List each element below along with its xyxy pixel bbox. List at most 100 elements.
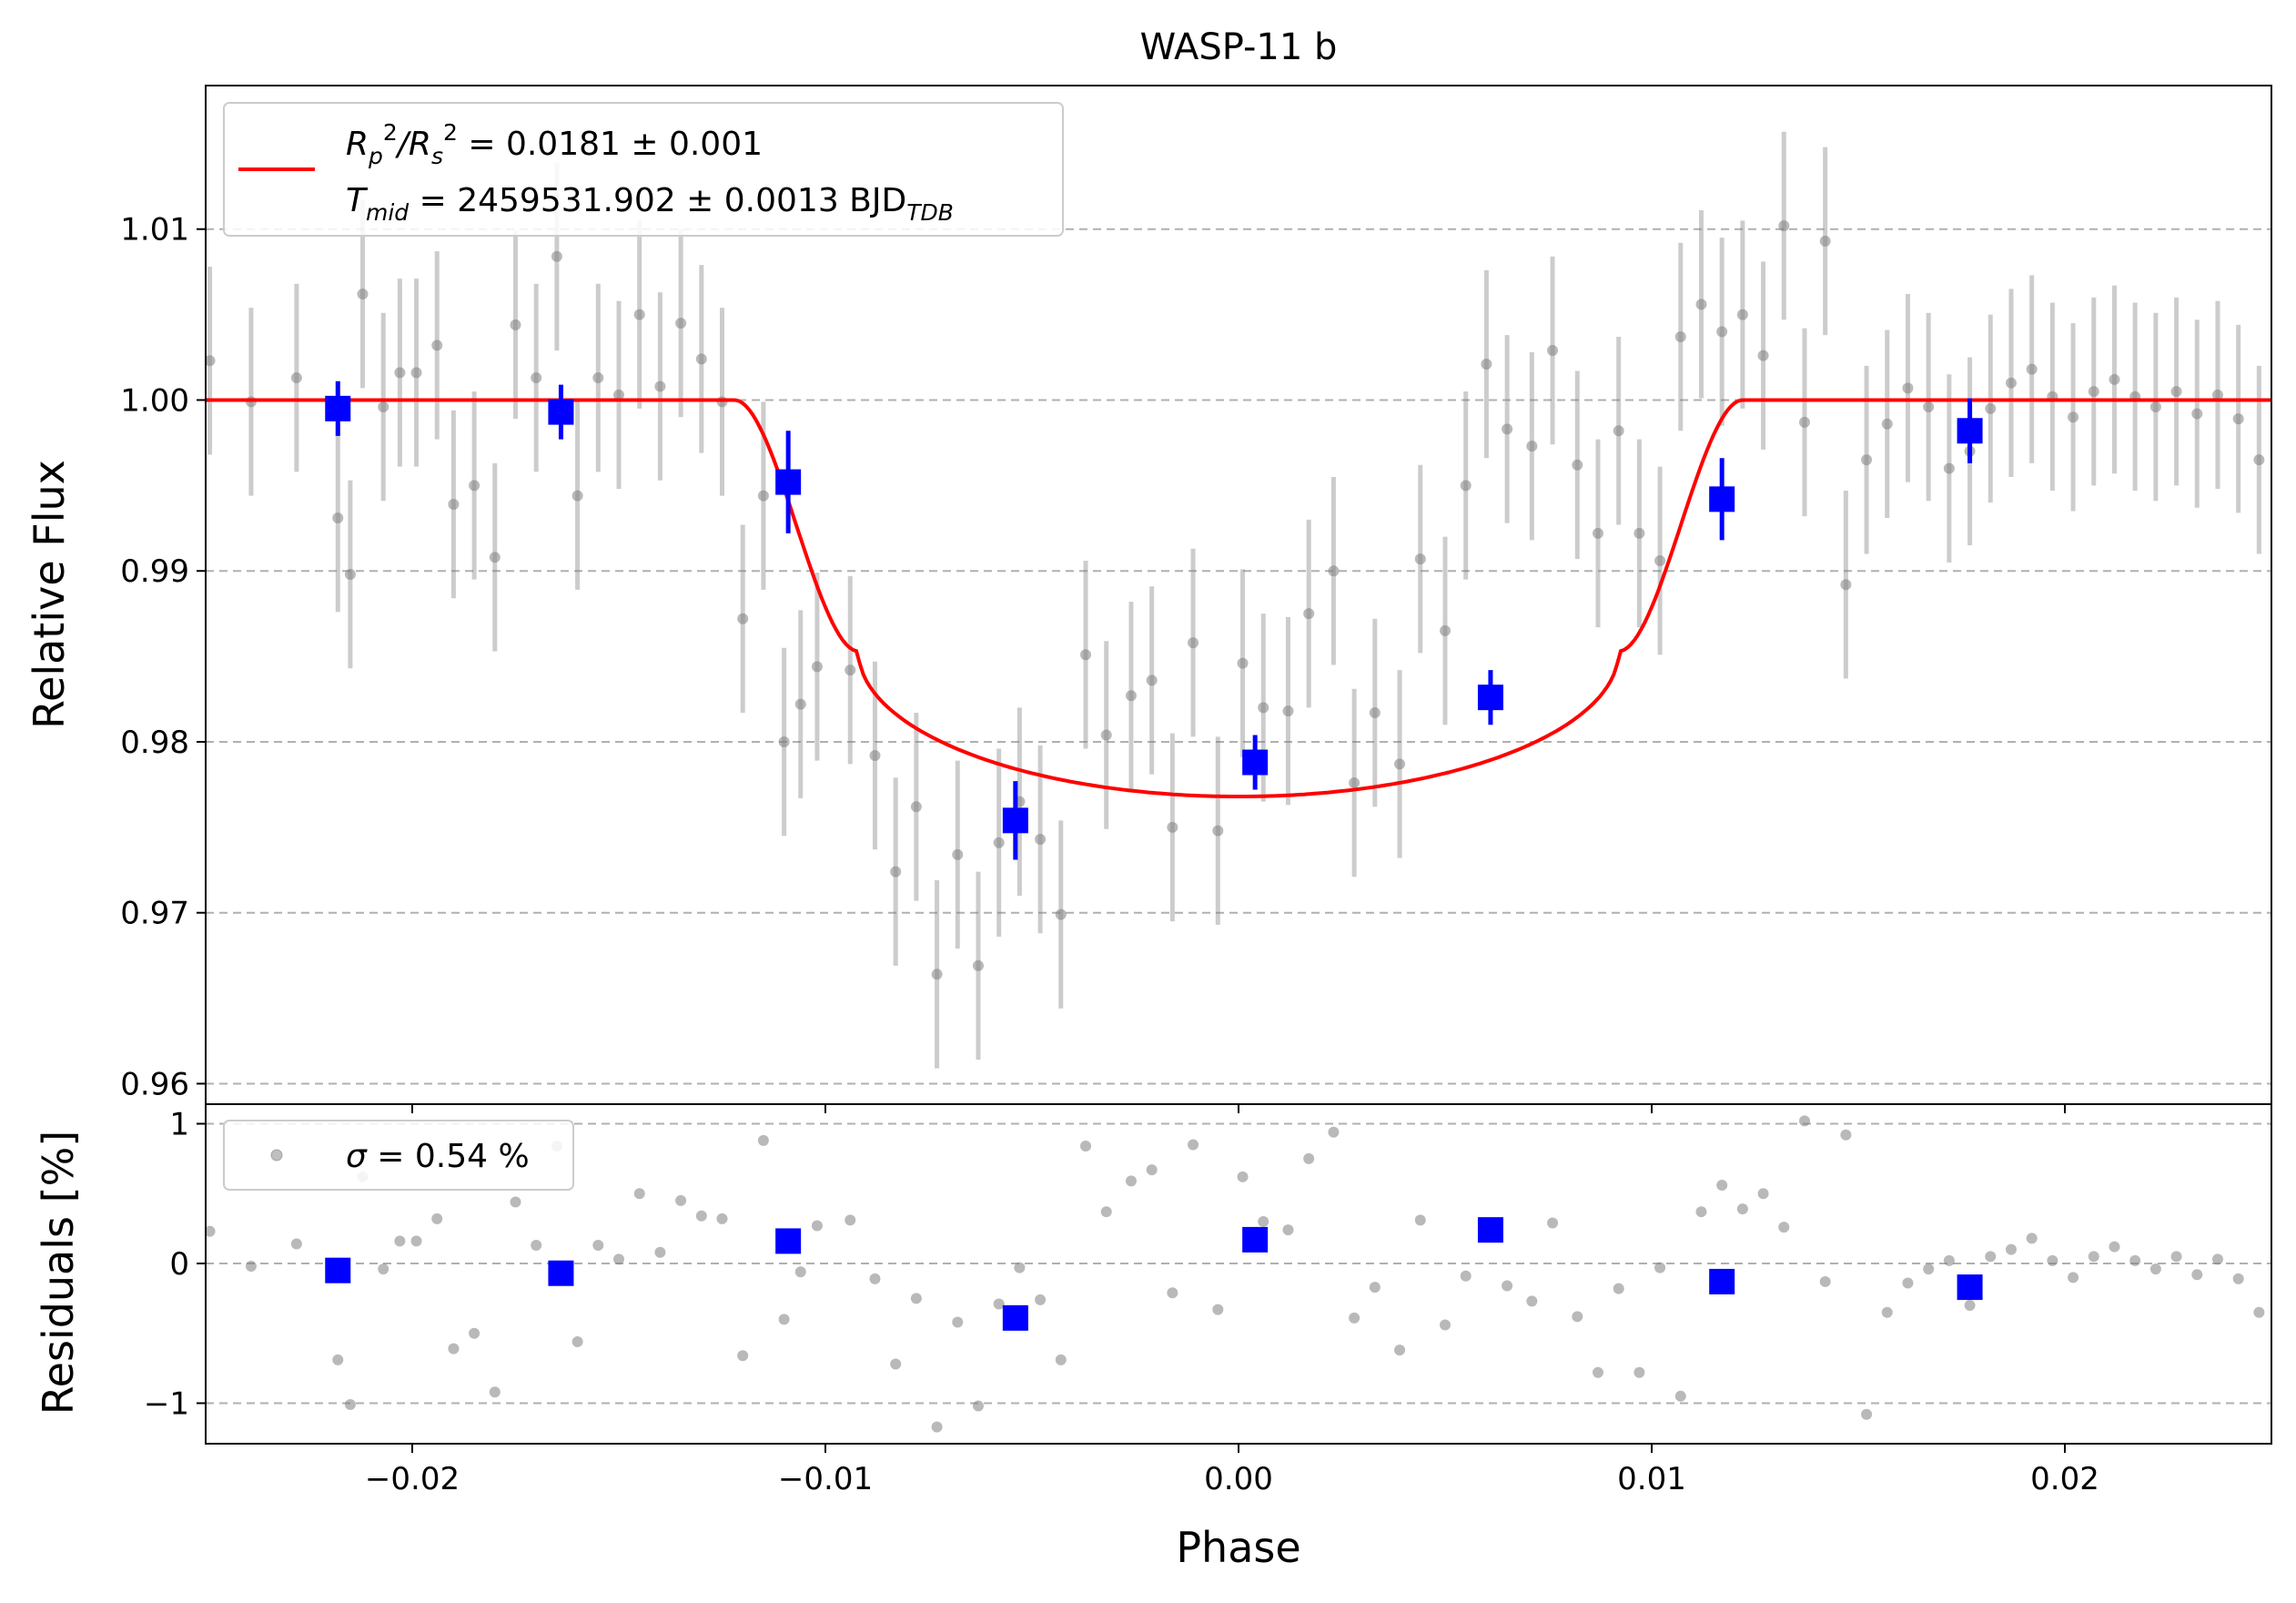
- residual-binned-point: [1957, 1274, 1983, 1301]
- y-tick-label: −1: [144, 1385, 189, 1422]
- residual-point: [1014, 1262, 1026, 1273]
- raw-point: [952, 848, 964, 860]
- raw-point: [378, 401, 389, 412]
- flux-panel: 0.96 0.97 0.98 0.99 1.00 1.01 Relative Flux R…: [25, 85, 2272, 1105]
- residual-point: [571, 1335, 583, 1347]
- residual-point: [1303, 1152, 1315, 1164]
- residual-point: [1757, 1188, 1769, 1200]
- binned-point: [1709, 486, 1735, 512]
- raw-point: [431, 340, 443, 351]
- residual-point: [510, 1196, 521, 1208]
- raw-point: [1547, 345, 1559, 357]
- raw-point: [1055, 908, 1067, 920]
- residual-point: [1943, 1254, 1955, 1266]
- transit-model-line: [206, 398, 2271, 798]
- residual-point: [2109, 1241, 2120, 1253]
- residual-point: [1282, 1224, 1294, 1236]
- raw-point: [2005, 377, 2017, 389]
- residual-point: [890, 1358, 902, 1370]
- residual-point: [993, 1298, 1005, 1310]
- residual-point: [1080, 1141, 1092, 1152]
- raw-point: [695, 353, 707, 365]
- residual-point: [469, 1327, 480, 1339]
- residual-point: [344, 1399, 356, 1411]
- residual-point: [245, 1261, 257, 1273]
- raw-point: [410, 367, 422, 379]
- raw-point: [1146, 675, 1158, 686]
- raw-point: [2232, 413, 2244, 425]
- residual-point: [1572, 1311, 1583, 1323]
- raw-point: [531, 372, 542, 384]
- y-tick-label: 1.01: [120, 212, 189, 249]
- residuals-y-axis-label: Residuals [%]: [34, 1131, 83, 1415]
- raw-point: [2088, 386, 2099, 398]
- residual-point: [1035, 1294, 1047, 1305]
- residuals-panel: −1 0 1 −0.02 −0.01 0.00 0.01 0.02 Residuals [%…: [34, 1103, 2272, 1572]
- residual-point: [778, 1314, 790, 1325]
- residual-point: [1881, 1306, 1893, 1318]
- residual-point: [1716, 1180, 1728, 1192]
- y-tick-label: 0.98: [120, 725, 189, 761]
- residual-binned-point: [1242, 1226, 1269, 1253]
- raw-point: [1695, 299, 1707, 310]
- raw-point: [1282, 705, 1294, 717]
- raw-point: [757, 490, 769, 502]
- residual-point: [2068, 1272, 2079, 1283]
- residual-binned-point: [1002, 1304, 1028, 1331]
- binned-point: [325, 395, 351, 421]
- flux-binned-points: [325, 380, 1983, 860]
- x-tick-label: 0.01: [1617, 1461, 1686, 1497]
- raw-point: [737, 613, 749, 624]
- residual-point: [1440, 1319, 1451, 1331]
- raw-point: [332, 512, 344, 524]
- x-tick-label: 0.02: [2030, 1461, 2099, 1497]
- residual-point: [1547, 1217, 1559, 1229]
- residual-point: [1414, 1214, 1426, 1226]
- raw-point: [1674, 330, 1686, 342]
- residuals-legend-entry-sigma: σ = 0.54 %: [346, 1138, 530, 1175]
- residual-point: [633, 1188, 645, 1200]
- raw-point: [890, 866, 902, 878]
- raw-point: [344, 568, 356, 580]
- raw-point: [1125, 690, 1137, 702]
- raw-point: [1943, 462, 1955, 474]
- residual-point: [972, 1400, 984, 1412]
- y-tick-label: 0: [169, 1246, 189, 1283]
- y-tick-label: 0.97: [120, 896, 189, 932]
- raw-point: [1716, 326, 1728, 338]
- residual-point: [1328, 1126, 1340, 1138]
- residual-point: [2005, 1243, 2017, 1255]
- residuals-raw-points: [206, 1115, 2265, 1433]
- raw-point: [2026, 363, 2038, 375]
- y-tick-label: 0.99: [120, 553, 189, 590]
- raw-point: [675, 317, 687, 329]
- residual-point: [1819, 1275, 1831, 1287]
- residual-point: [1167, 1287, 1178, 1299]
- residual-point: [489, 1386, 501, 1398]
- flux-legend-box: [223, 102, 1064, 237]
- residual-binned-point: [1709, 1268, 1735, 1294]
- flux-legend-entry-tmid: Tmid = 2459531.902 ± 0.0013 BJDTDB: [346, 182, 954, 226]
- raw-point: [794, 698, 806, 710]
- raw-point: [1572, 459, 1583, 471]
- residuals-binned-points: [325, 1217, 1983, 1331]
- residual-point: [1861, 1408, 1873, 1420]
- raw-point: [571, 490, 583, 502]
- raw-point: [469, 480, 480, 492]
- y-tick-label: 1: [169, 1106, 189, 1142]
- raw-point: [1902, 382, 1914, 394]
- raw-point: [1861, 454, 1873, 466]
- residual-point: [1798, 1115, 1810, 1127]
- residual-point: [378, 1263, 389, 1275]
- residual-point: [1964, 1300, 1976, 1312]
- raw-point: [1613, 425, 1624, 437]
- raw-point: [1526, 441, 1538, 452]
- raw-point: [869, 749, 881, 761]
- raw-point: [592, 372, 604, 384]
- residual-point: [394, 1235, 406, 1247]
- x-ticks: −0.02 −0.01 0.00 0.01 0.02: [365, 1104, 2099, 1497]
- raw-point: [1237, 657, 1249, 669]
- residual-point: [757, 1134, 769, 1146]
- raw-point: [510, 319, 521, 330]
